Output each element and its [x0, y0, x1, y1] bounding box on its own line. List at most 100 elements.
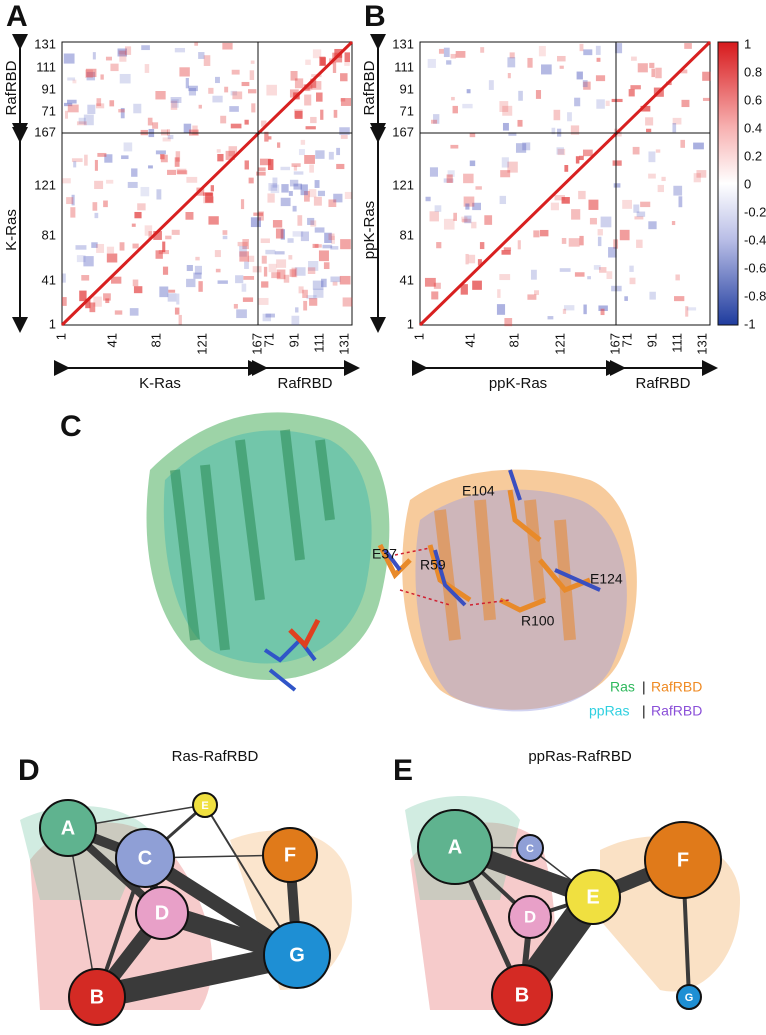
x-tick-label: 121: [552, 333, 567, 355]
colorbar-tick-label: 0.6: [744, 92, 762, 107]
heatmap-cell: [624, 296, 628, 301]
x-axis-label: ppK-Ras: [489, 375, 547, 392]
x-tick-label: 71: [261, 333, 276, 347]
heatmap-cell: [332, 281, 338, 286]
heatmap-cell: [340, 98, 346, 102]
heatmap-cell: [556, 147, 564, 155]
heatmap-cell: [693, 173, 701, 183]
node-label: E: [201, 800, 208, 812]
heatmap-cell: [460, 284, 468, 295]
heatmap-cell: [94, 180, 104, 190]
heatmap-cell: [308, 260, 319, 271]
heatmap-cell: [589, 217, 597, 225]
heatmap-cell: [678, 196, 683, 208]
y-tick-label: 71: [400, 103, 414, 118]
node-label: E: [586, 886, 599, 908]
heatmap-cell: [83, 256, 94, 267]
heatmap-cell: [518, 90, 523, 101]
heatmap-cell: [109, 100, 115, 107]
node-label: B: [90, 986, 104, 1008]
heatmap-cell: [300, 184, 308, 196]
heatmap-cell: [232, 91, 243, 100]
network-edge: [85, 943, 309, 1009]
y-tick-label: 91: [400, 81, 414, 96]
heatmap-cell: [330, 246, 339, 250]
heatmap-cell: [461, 216, 468, 222]
heatmap-cell: [630, 85, 641, 90]
x-tick-label: 71: [619, 333, 634, 347]
heatmap-cell: [132, 243, 139, 249]
heatmap-cell: [298, 149, 305, 156]
heatmap-cell: [339, 127, 350, 135]
heatmap-cell: [81, 275, 90, 281]
heatmap-cell: [280, 166, 291, 171]
heatmap-cell: [100, 74, 104, 80]
heatmap-cell: [340, 73, 348, 82]
heatmap-cell: [321, 278, 327, 288]
heatmap-cell: [631, 56, 637, 61]
heatmap-cell: [640, 201, 651, 208]
node-label: F: [677, 849, 689, 871]
heatmap-cell: [429, 167, 438, 177]
heatmap-cell: [317, 190, 326, 197]
heatmap-cell: [188, 85, 198, 92]
heatmap-cell: [96, 98, 102, 107]
heatmap-cell: [155, 150, 166, 155]
heatmap-cell: [323, 262, 330, 270]
heatmap-cell: [140, 186, 150, 197]
heatmap-cell: [280, 229, 285, 240]
heatmap-cell: [433, 114, 440, 124]
network-node: [263, 921, 331, 989]
heatmap-cell: [258, 167, 266, 171]
heatmap-cell: [657, 184, 665, 193]
heatmap-cell: [239, 245, 247, 257]
x-axis-label: K-Ras: [139, 375, 181, 392]
heatmap-cell: [571, 209, 581, 220]
heatmap-cell: [612, 160, 622, 166]
heatmap-cell: [450, 144, 459, 149]
heatmap-cell: [66, 197, 74, 205]
x-tick-label: 41: [462, 333, 477, 347]
heatmap-cell: [314, 244, 322, 248]
heatmap-cell: [176, 168, 187, 174]
heatmap-cell: [479, 242, 485, 250]
node-label: D: [155, 902, 169, 924]
heatmap-cell: [680, 139, 686, 148]
heatmap-cell: [557, 55, 566, 62]
heatmap-cell: [501, 157, 509, 168]
heatmap-cell: [443, 178, 454, 183]
heatmap-cell: [78, 117, 86, 125]
heatmap-cell: [649, 62, 655, 69]
heatmap-cell: [322, 244, 333, 249]
heatmap-cell: [640, 105, 651, 112]
heatmap-cell: [62, 297, 67, 306]
heatmap-cell: [230, 90, 238, 96]
heatmap-cell: [272, 177, 278, 188]
heatmap-cell: [198, 52, 205, 59]
heatmap-cell: [214, 250, 221, 258]
x-tick-label: 81: [148, 333, 163, 347]
heatmap-cell: [215, 268, 221, 273]
heatmap-cell: [582, 149, 593, 157]
heatmap-cell: [488, 80, 494, 90]
heatmap-cell: [547, 316, 554, 320]
heatmap-cell: [97, 152, 107, 157]
structure-render: [146, 412, 637, 712]
heatmap-cell: [258, 211, 264, 221]
colorbar-tick-label: 0.4: [744, 120, 762, 135]
heatmap-cell: [451, 96, 455, 101]
heatmap-cell: [636, 211, 646, 217]
heatmap-cell: [593, 265, 601, 270]
heatmap-cell: [84, 154, 88, 166]
heatmap-cell: [499, 274, 511, 281]
heatmap-cell: [67, 77, 76, 81]
heatmap-cell: [598, 305, 608, 311]
y-axis-label: ppK-Ras: [361, 201, 378, 259]
heatmap-cell: [501, 250, 511, 255]
heatmap-cell: [144, 225, 153, 236]
heatmap-cell: [302, 289, 308, 298]
heatmap-cell: [561, 197, 570, 204]
heatmap-cell: [300, 139, 306, 145]
heatmap-cell: [452, 105, 458, 114]
